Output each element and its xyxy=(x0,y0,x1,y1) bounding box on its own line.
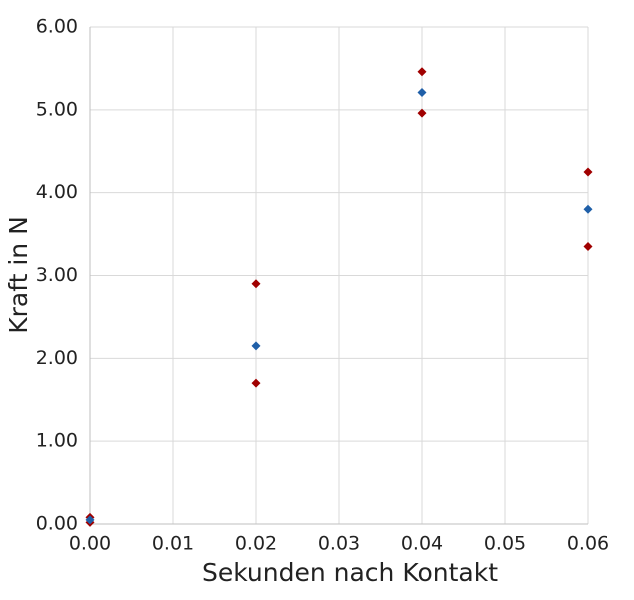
x-tick-label: 0.03 xyxy=(318,533,360,555)
x-tick-label: 0.04 xyxy=(401,533,443,555)
y-tick-label: 1.00 xyxy=(36,430,78,452)
point xyxy=(583,167,593,177)
x-tick-label: 0.06 xyxy=(567,533,609,555)
point xyxy=(417,108,427,118)
point xyxy=(251,341,261,351)
y-tick-label: 6.00 xyxy=(36,16,78,38)
point xyxy=(251,378,261,388)
x-tick-label: 0.01 xyxy=(152,533,194,555)
point xyxy=(417,67,427,77)
point xyxy=(251,279,261,289)
x-tick-label: 0.00 xyxy=(69,533,111,555)
y-axis-title: Kraft in N xyxy=(4,216,33,334)
point xyxy=(583,204,593,214)
point xyxy=(85,515,95,525)
x-tick-label: 0.02 xyxy=(235,533,277,555)
y-tick-label: 2.00 xyxy=(36,347,78,369)
point xyxy=(417,87,427,97)
y-tick-label: 3.00 xyxy=(36,264,78,286)
point xyxy=(583,242,593,252)
x-axis-title: Sekunden nach Kontakt xyxy=(202,558,498,587)
x-tick-label: 0.05 xyxy=(484,533,526,555)
y-tick-label: 5.00 xyxy=(36,98,78,120)
y-tick-label: 4.00 xyxy=(36,181,78,203)
y-tick-label: 0.00 xyxy=(36,513,78,535)
